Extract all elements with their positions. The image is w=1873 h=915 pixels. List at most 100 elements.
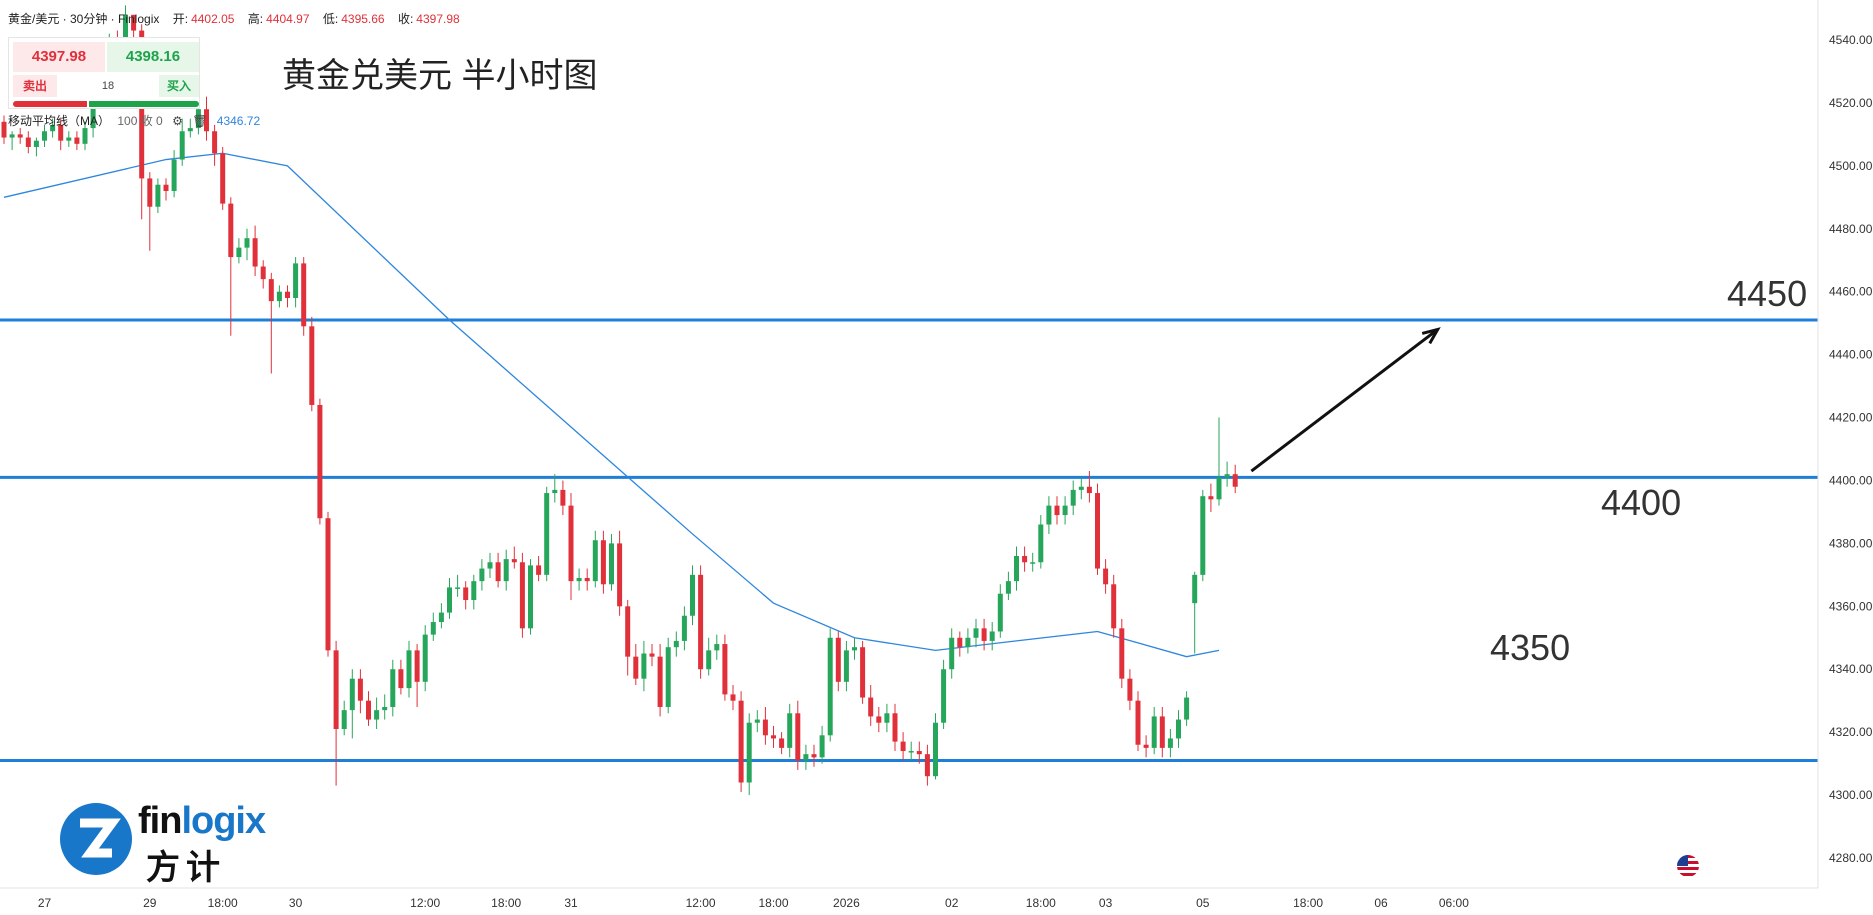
candle-body: [33, 140, 39, 147]
x-tick-label: 05: [1196, 896, 1210, 910]
candle-body: [641, 653, 647, 679]
candle-body: [447, 587, 452, 613]
ma-value: 4346.72: [216, 114, 261, 128]
candle-body: [819, 735, 825, 758]
candle-body: [1151, 716, 1157, 748]
candle-body: [463, 587, 469, 601]
y-tick-label: 4280.00: [1829, 851, 1873, 865]
candle-body: [698, 574, 704, 670]
candle-body: [1054, 505, 1060, 516]
candle-body: [204, 109, 209, 132]
candle-body: [1062, 505, 1068, 516]
candle-body: [349, 678, 355, 711]
candle-body: [1086, 486, 1092, 494]
buy-button[interactable]: 买入: [159, 75, 199, 97]
candle-body: [163, 184, 169, 192]
ma-legend[interactable]: 移动平均线（MA） 100 收 0 ⚙ 🗑 4346.72: [8, 112, 260, 129]
y-tick-label: 4520.00: [1829, 96, 1873, 110]
candle-body: [957, 637, 963, 648]
candle-body: [933, 722, 938, 777]
candle-body: [552, 489, 558, 494]
candle-body: [471, 581, 477, 601]
candle-body: [900, 741, 906, 752]
x-tick-label: 18:00: [491, 896, 521, 910]
candle-body: [681, 615, 687, 641]
close-label: 收:: [397, 12, 414, 26]
candle-body: [690, 574, 695, 616]
candle-body: [941, 669, 947, 723]
candle-body: [252, 238, 258, 267]
sell-price-button[interactable]: 4397.98: [13, 42, 105, 72]
high-label: 高:: [247, 12, 264, 26]
candle-body: [981, 628, 987, 641]
candle-body: [366, 700, 371, 720]
candle-body: [301, 263, 307, 327]
logo-wordmark-cn: 方计: [146, 849, 226, 887]
level-label-4450: 4450: [1727, 273, 1808, 314]
y-tick-label: 4360.00: [1829, 599, 1873, 613]
candle-body: [1070, 489, 1076, 506]
candle-body: [827, 637, 833, 736]
low-label: 低:: [322, 12, 339, 26]
candle-body: [179, 131, 185, 160]
candle-body: [1135, 700, 1141, 745]
candle-body: [455, 587, 461, 589]
candle-body: [276, 291, 282, 302]
candle-body: [835, 637, 841, 682]
candle-body: [236, 247, 242, 258]
chart-title: 黄金兑美元 半小时图: [282, 57, 598, 95]
candle-body: [924, 754, 930, 777]
open-value: 4402.05: [191, 12, 235, 26]
candle-body: [317, 404, 323, 519]
finlogix-z-logo-icon: [60, 803, 132, 875]
buy-price-button[interactable]: 4398.16: [107, 42, 199, 72]
candle-body: [843, 650, 849, 682]
time-axis: 27 29 18:00 30 12:00 18:00 31 12:00 18:00 2026 02 1…: [0, 887, 1818, 910]
gear-icon[interactable]: ⚙: [172, 114, 183, 128]
x-tick-label: 2026: [833, 896, 860, 910]
candle-body: [633, 656, 639, 679]
candle-body: [1, 121, 7, 138]
candle-body: [374, 710, 380, 720]
candle-body: [665, 647, 671, 707]
x-tick-label: 12:00: [410, 896, 440, 910]
horizontal-level-lines: [0, 318, 1818, 762]
candle-body: [285, 291, 290, 298]
candle-body: [398, 669, 404, 689]
candle-body: [58, 124, 64, 141]
y-tick-label: 4480.00: [1829, 222, 1873, 236]
candle-body: [560, 489, 566, 506]
candle-body: [738, 700, 744, 783]
candle-body: [42, 131, 47, 141]
x-tick-label: 30: [289, 896, 303, 910]
x-tick-label: 06: [1374, 896, 1388, 910]
logo-wordmark-fin: fin: [138, 800, 182, 842]
y-tick-label: 4340.00: [1829, 662, 1873, 676]
candle-body: [50, 124, 56, 132]
trash-icon[interactable]: 🗑: [192, 114, 208, 128]
candle-body: [1103, 568, 1109, 585]
candle-body: [649, 653, 655, 657]
candle-body: [706, 650, 712, 670]
candle-body: [989, 631, 995, 641]
candle-body: [965, 637, 971, 648]
candle-body: [171, 159, 177, 192]
candle-body: [1184, 697, 1190, 720]
candle-body: [487, 562, 493, 569]
candle-body: [1005, 581, 1011, 594]
y-tick-label: 4420.00: [1829, 411, 1873, 425]
sell-button[interactable]: 卖出: [13, 75, 57, 97]
candle-body: [66, 137, 72, 141]
candle-body: [1192, 574, 1198, 604]
x-tick-label: 18:00: [1026, 896, 1056, 910]
candle-body: [973, 628, 979, 638]
ma-name: 移动平均线（MA）: [8, 114, 111, 128]
candle-body: [771, 735, 776, 739]
x-tick-label: 03: [1099, 896, 1113, 910]
x-tick-label: 06:00: [1439, 896, 1469, 910]
x-tick-label: 29: [143, 896, 157, 910]
candle-body: [860, 647, 866, 698]
candle-body: [746, 722, 752, 783]
candle-body: [268, 279, 274, 302]
